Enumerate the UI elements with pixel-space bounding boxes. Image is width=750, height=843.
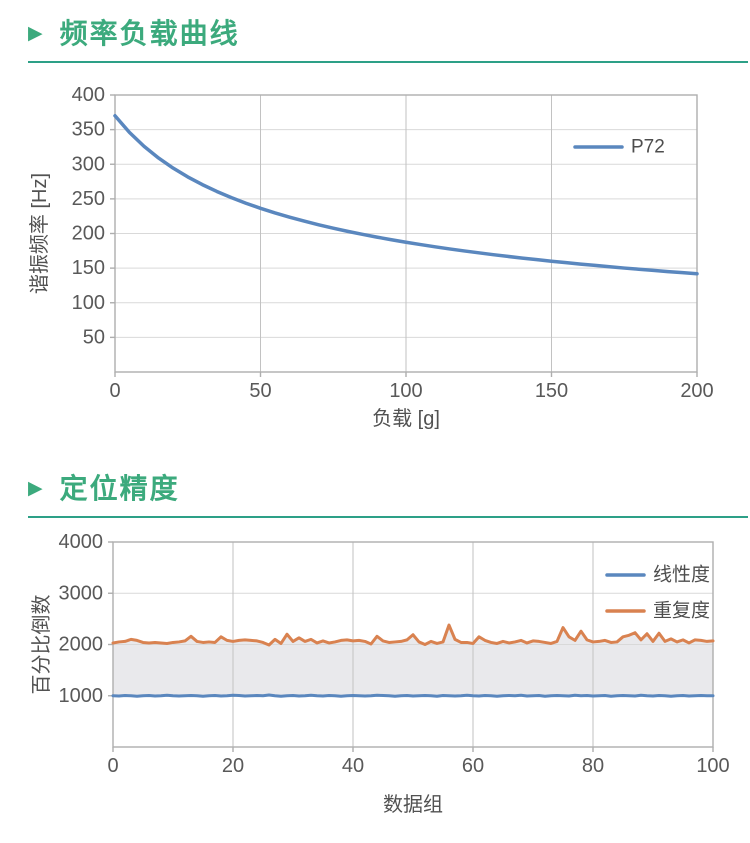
frequency-load-chart: 50 100 150 200 250 300 350 400 0 50 100 150 200 负载 [g…	[28, 84, 714, 430]
x-tick-label: 100	[389, 380, 422, 402]
section-title-frequency-load: 频率负载曲线	[59, 18, 240, 49]
x-tick-label: 50	[249, 380, 271, 402]
series-line-P72	[113, 114, 699, 276]
x-tick-label: 100	[696, 755, 729, 777]
x-axis-title: 数据组	[383, 793, 443, 816]
section-frequency-load: ▶ 频率负载曲线 50 100 150 200 250 300 350 400 0 50 100 15…	[0, 12, 750, 443]
y-tick-label: 350	[72, 119, 105, 141]
x-tick-label: 40	[342, 755, 364, 777]
section-divider	[28, 61, 748, 63]
y-tick-label: 200	[72, 223, 105, 245]
y-tick-label: 4000	[59, 531, 104, 553]
y-tick-label: 3000	[59, 582, 104, 604]
legend-label: 重复度	[653, 600, 710, 622]
x-tick-label: 60	[462, 755, 484, 777]
series-line-重复度	[111, 623, 715, 647]
x-tick-label: 200	[680, 380, 713, 402]
positioning-accuracy-chart: 1000 2000 3000 4000 0 20 40 60 80 100 数据组 百分比倒数 线性度重…	[30, 531, 730, 816]
legend-label: P72	[631, 137, 665, 158]
y-tick-label: 1000	[59, 685, 104, 707]
section-divider	[28, 516, 748, 518]
x-axis-title: 负载 [g]	[372, 407, 440, 430]
y-axis-title: 谐振频率 [Hz]	[28, 173, 51, 294]
legend-label: 线性度	[653, 564, 710, 586]
section-header-frequency-load: ▶ 频率负载曲线	[28, 12, 750, 52]
y-tick-label: 250	[72, 188, 105, 210]
series-line-线性度	[111, 693, 715, 698]
section-title-positioning-accuracy: 定位精度	[59, 473, 180, 504]
section-positioning-accuracy: ▶ 定位精度 1000 2000 3000 4000 0 20 40 60 80 100 数据组 百分…	[0, 467, 750, 833]
x-tick-label: 20	[222, 755, 244, 777]
y-tick-label: 2000	[59, 634, 104, 656]
x-tick-label: 0	[109, 380, 120, 402]
x-tick-label: 80	[582, 755, 604, 777]
section-triangle-icon: ▶	[28, 22, 43, 44]
y-axis-title: 百分比倒数	[30, 595, 53, 695]
y-tick-label: 300	[72, 153, 105, 175]
y-tick-label: 100	[72, 292, 105, 314]
section-header-positioning-accuracy: ▶ 定位精度	[28, 467, 750, 507]
section-triangle-icon: ▶	[28, 477, 43, 499]
y-tick-label: 150	[72, 257, 105, 279]
x-tick-label: 150	[535, 380, 568, 402]
y-tick-label: 400	[72, 84, 105, 106]
x-tick-label: 0	[107, 755, 118, 777]
y-tick-label: 50	[83, 326, 105, 348]
